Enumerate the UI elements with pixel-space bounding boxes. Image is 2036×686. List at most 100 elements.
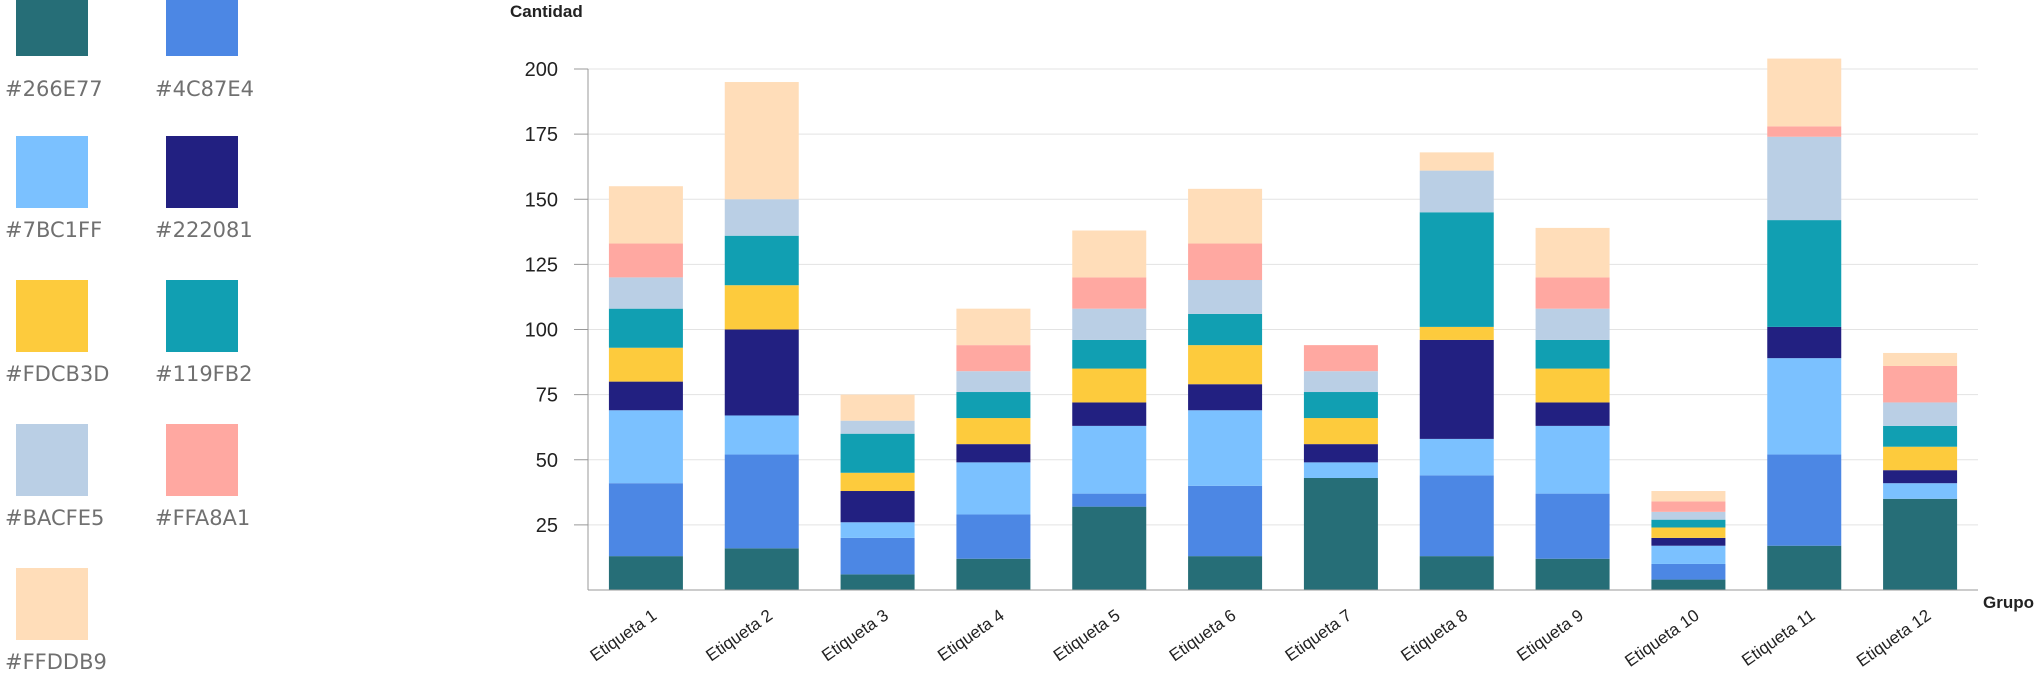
- bar-segment-9-7: [1535, 308, 1610, 340]
- bar-segment-1-1: [608, 556, 683, 590]
- x-tick-label: Etiqueta 1: [587, 606, 661, 665]
- bar-segment-4-8: [956, 345, 1031, 372]
- bar-segment-7-3: [1303, 462, 1378, 478]
- bar-segment-12-5: [1883, 446, 1958, 471]
- bar-segment-9-2: [1535, 493, 1610, 559]
- y-tick-label: 25: [536, 515, 558, 537]
- bar-segment-2-6: [724, 235, 799, 286]
- swatch-6-label: #119FB2: [155, 362, 253, 386]
- bar-segment-11-9: [1767, 58, 1842, 127]
- bar-segment-11-1: [1767, 545, 1842, 590]
- bar-segment-7-1: [1303, 477, 1378, 590]
- swatch-8: [166, 424, 238, 496]
- bar-segment-8-6: [1419, 212, 1494, 327]
- swatch-2-label: #4C87E4: [155, 77, 254, 101]
- bar-segment-5-7: [1072, 308, 1147, 340]
- bar-segment-9-3: [1535, 425, 1610, 494]
- bar-segment-12-4: [1883, 470, 1958, 484]
- bar-segment-10-8: [1651, 501, 1726, 512]
- bar-segment-1-2: [608, 483, 683, 557]
- bar-segment-7-4: [1303, 444, 1378, 463]
- bar-segment-2-7: [724, 199, 799, 236]
- x-tick-label: Etiqueta 12: [1853, 606, 1934, 671]
- bar-segment-3-2: [840, 537, 915, 575]
- y-tick-label: 200: [525, 59, 558, 81]
- swatch-3-label: #7BC1FF: [5, 218, 103, 242]
- bar-segment-3-6: [840, 433, 915, 473]
- bar-segment-2-2: [724, 454, 799, 549]
- swatch-9: [16, 568, 88, 640]
- x-tick-label: Etiqueta 11: [1738, 606, 1818, 670]
- x-tick-label: Etiqueta 3: [818, 606, 892, 665]
- bar-segment-8-7: [1419, 170, 1494, 213]
- bar-segment-11-8: [1767, 126, 1842, 137]
- swatch-7-label: #BACFE5: [5, 506, 105, 530]
- x-tick-labels: Etiqueta 1 Etiqueta 2 Etiqueta 3 Etiqueta 4…: [587, 606, 1935, 671]
- bar-segment-3-1: [840, 574, 915, 590]
- bar-segment-4-5: [956, 418, 1031, 445]
- bar-segment-3-3: [840, 522, 915, 538]
- bar-segment-6-7: [1188, 280, 1263, 314]
- bar-segment-10-1: [1651, 579, 1726, 590]
- bar-segment-6-1: [1188, 556, 1263, 590]
- x-tick-label: Etiqueta 2: [702, 606, 776, 665]
- bar-segment-7-6: [1303, 392, 1378, 419]
- bar-segment-9-6: [1535, 339, 1610, 369]
- x-tick-label: Etiqueta 4: [934, 606, 1008, 665]
- bar-segment-3-4: [840, 491, 915, 523]
- bar-segment-9-5: [1535, 368, 1610, 403]
- bar-segment-6-6: [1188, 313, 1263, 346]
- bar-segment-10-2: [1651, 563, 1726, 580]
- bar-segment-7-8: [1303, 345, 1378, 372]
- swatch-5: [16, 280, 88, 352]
- bar-segment-1-4: [608, 381, 683, 411]
- bar-segment-11-7: [1767, 136, 1842, 221]
- bar-segment-2-3: [724, 415, 799, 455]
- bar-segment-12-8: [1883, 365, 1958, 403]
- y-axis-title: Cantidad: [510, 2, 583, 21]
- bar-segment-9-9: [1535, 227, 1610, 278]
- bar-segment-12-9: [1883, 352, 1958, 366]
- bar-segment-8-3: [1419, 438, 1494, 476]
- bar-segment-4-1: [956, 558, 1031, 590]
- swatch-1-label: #266E77: [5, 77, 103, 101]
- bar-segment-12-3: [1883, 483, 1958, 499]
- bar-segment-8-1: [1419, 556, 1494, 590]
- swatch-3: [16, 136, 88, 208]
- bar-segment-12-1: [1883, 498, 1958, 590]
- swatch-9-label: #FFDDB9: [5, 650, 107, 674]
- grid-lines: [588, 68, 1978, 526]
- y-tick-labels: 25 50 75 100 125 150 175 200: [525, 59, 588, 537]
- bar-segment-5-2: [1072, 493, 1147, 507]
- bar-segment-2-5: [724, 285, 799, 330]
- swatch-8-label: #FFA8A1: [155, 506, 251, 530]
- bar-segment-8-9: [1419, 152, 1494, 171]
- bar-segment-4-2: [956, 514, 1031, 559]
- bar-segment-1-3: [608, 410, 683, 484]
- bar-segment-11-3: [1767, 358, 1842, 455]
- x-axis-title: Grupo: [1983, 593, 2034, 612]
- bar-segment-5-3: [1072, 425, 1147, 494]
- bar-segment-6-8: [1188, 243, 1263, 281]
- swatch-5-label: #FDCB3D: [5, 362, 110, 386]
- bar-segment-3-9: [840, 394, 915, 421]
- bar-segment-3-5: [840, 472, 915, 492]
- bar-segment-10-9: [1651, 491, 1726, 502]
- x-tick-label: Etiqueta 9: [1513, 606, 1587, 665]
- bar-segment-8-4: [1419, 339, 1494, 439]
- bar-segment-1-5: [608, 347, 683, 382]
- bars: [608, 58, 1958, 590]
- bar-segment-7-5: [1303, 418, 1378, 445]
- y-tick-label: 100: [525, 320, 558, 342]
- swatch-4: [166, 136, 238, 208]
- bar-segment-3-7: [840, 420, 915, 434]
- y-tick-label: 150: [525, 189, 558, 211]
- bar-segment-1-7: [608, 277, 683, 309]
- bar-segment-7-7: [1303, 371, 1378, 393]
- y-tick-label: 125: [525, 254, 558, 276]
- swatch-6: [166, 280, 238, 352]
- bar-segment-6-9: [1188, 188, 1263, 244]
- bar-segment-1-6: [608, 308, 683, 348]
- swatch-2: [166, 0, 238, 56]
